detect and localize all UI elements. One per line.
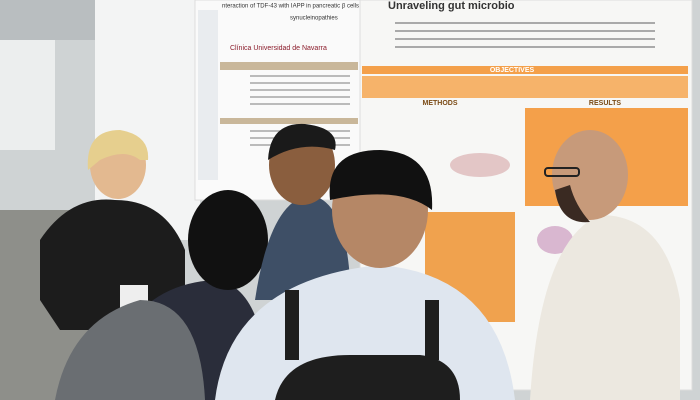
plot [537, 226, 573, 254]
wall-panel [0, 40, 55, 150]
section-bar [220, 62, 358, 70]
person-woman [40, 130, 185, 330]
plot [450, 153, 510, 177]
author-lines [395, 22, 655, 48]
poster-sidebar [198, 10, 218, 180]
poster-subtitle: synucleinopathies [290, 16, 338, 22]
section-header [362, 66, 688, 74]
poster-title: Unraveling gut microbio [388, 0, 515, 12]
section-bar [220, 118, 358, 124]
section-title: OBJECTIVES [490, 67, 535, 74]
objectives-box [362, 76, 688, 98]
institution: Clínica Universidad de Navarra [230, 45, 327, 52]
ceiling [0, 0, 95, 40]
section-title: RESULTS [589, 100, 621, 107]
poster-title: nteraction of TDF-43 with IAPP in pancre… [222, 4, 359, 10]
person-foreground [215, 150, 515, 400]
person-center [255, 123, 350, 300]
section-title: METHODS [423, 100, 458, 107]
person-right [530, 130, 680, 400]
